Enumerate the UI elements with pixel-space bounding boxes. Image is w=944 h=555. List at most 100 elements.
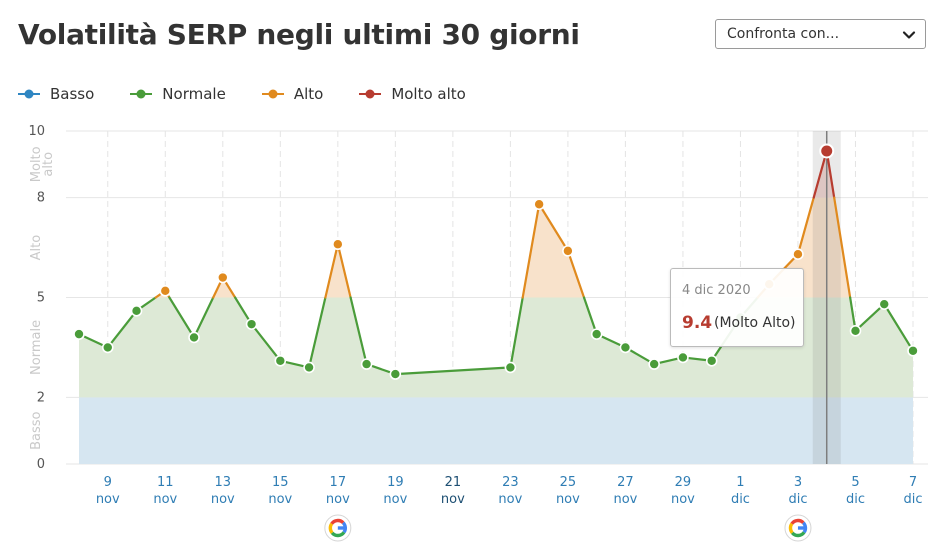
series-line-segment xyxy=(336,243,352,299)
tooltip-level: (Molto Alto) xyxy=(714,315,796,331)
x-tick-month: nov xyxy=(613,492,637,507)
series-line-segment xyxy=(883,303,915,352)
data-point xyxy=(590,328,603,340)
x-tick-day: 25 xyxy=(560,475,577,490)
data-point xyxy=(907,344,919,357)
x-tick-month: nov xyxy=(326,492,350,507)
y-tick-label: 10 xyxy=(28,124,45,139)
x-tick-month: nov xyxy=(153,492,177,507)
legend-label-molto-alto: Molto alto xyxy=(391,85,466,103)
legend-marker-basso xyxy=(18,89,40,99)
data-point xyxy=(792,248,804,261)
x-tick-month: dic xyxy=(731,492,750,507)
y-tick-label: 8 xyxy=(37,191,45,206)
x-tick-day: 7 xyxy=(909,475,917,490)
google-icon-arc xyxy=(330,531,346,538)
x-tick-day: 27 xyxy=(617,475,634,490)
legend-item-alto[interactable]: Alto xyxy=(261,85,324,103)
legend-item-normale[interactable]: Normale xyxy=(130,85,226,103)
series-line-segment xyxy=(192,296,215,339)
data-point xyxy=(819,143,835,159)
data-point xyxy=(73,328,85,340)
x-tick-day: 29 xyxy=(675,475,692,490)
x-tick-day: 9 xyxy=(104,475,112,490)
data-point xyxy=(849,324,862,337)
zone-label: Basso xyxy=(29,411,44,449)
legend-item-molto-alto[interactable]: Molto alto xyxy=(359,85,466,103)
google-icon-bar xyxy=(337,526,347,530)
data-point xyxy=(188,331,200,344)
data-point xyxy=(504,361,517,374)
series-line-segment xyxy=(825,149,836,199)
google-update-icon xyxy=(324,514,352,542)
x-tick-month: dic xyxy=(846,492,865,507)
data-point xyxy=(705,354,718,367)
series-line-segment xyxy=(538,203,569,252)
series-line-segment xyxy=(833,196,852,299)
legend-marker-molto-alto xyxy=(359,89,382,99)
series-line-segment xyxy=(394,366,512,376)
series-line-segment xyxy=(509,296,524,369)
data-point xyxy=(648,358,660,370)
series-line-segment xyxy=(168,296,196,339)
data-point xyxy=(332,238,344,251)
data-point xyxy=(389,368,402,380)
x-tick-day: 3 xyxy=(794,475,802,490)
x-tick-day: 19 xyxy=(387,475,404,490)
google-icon-arc xyxy=(790,531,806,538)
x-tick-month: nov xyxy=(268,492,292,507)
legend-label-normale: Normale xyxy=(162,85,226,103)
data-point xyxy=(677,351,689,364)
data-point xyxy=(303,361,315,374)
data-point xyxy=(533,198,545,211)
zone-label: Molto xyxy=(29,146,44,182)
page-title: Volatilità SERP negli ultimi 30 giorni xyxy=(18,18,580,51)
compare-dropdown[interactable]: Confronta con... xyxy=(715,19,926,49)
zone-fill-molto-alto xyxy=(79,150,913,198)
google-icon-bar xyxy=(797,526,807,530)
series-line-segment xyxy=(796,196,815,256)
x-tick-month: nov xyxy=(96,492,120,507)
x-tick-day: 5 xyxy=(851,475,859,490)
series-line-segment xyxy=(349,296,368,366)
data-point xyxy=(360,358,373,370)
legend-marker-normale xyxy=(130,89,153,99)
legend-dot xyxy=(136,89,146,99)
google-icon-arc xyxy=(790,518,805,525)
x-tick-month: dic xyxy=(903,492,922,507)
data-point xyxy=(159,285,172,297)
legend-dot xyxy=(24,89,34,99)
legend-label-basso: Basso xyxy=(50,85,95,103)
legend-label-alto: Alto xyxy=(293,85,324,103)
series-line-segment xyxy=(106,309,138,349)
zone-label: alto xyxy=(41,152,56,177)
data-point xyxy=(619,341,632,354)
y-tick-label: 2 xyxy=(37,390,45,405)
series-line-segment xyxy=(566,249,586,299)
google-update-icon xyxy=(784,514,812,542)
data-point xyxy=(245,318,258,330)
x-tick-month: nov xyxy=(556,492,580,507)
chart-tooltip: 4 dic 2020 9.4 (Molto Alto) xyxy=(670,268,804,347)
tooltip-value: 9.4 xyxy=(682,313,713,333)
data-point xyxy=(101,341,114,354)
google-icon-arc xyxy=(328,522,334,534)
chevron-down-icon xyxy=(902,31,916,39)
legend-item-basso[interactable]: Basso xyxy=(18,85,94,103)
data-point xyxy=(562,245,574,257)
series-line-segment xyxy=(582,296,598,336)
data-point xyxy=(216,271,229,284)
y-tick-label: 5 xyxy=(37,291,45,306)
data-point xyxy=(878,298,891,310)
series-line-segment xyxy=(854,303,886,332)
x-tick-month: nov xyxy=(671,492,695,507)
legend-marker-alto xyxy=(261,89,284,99)
zone-label: Alto xyxy=(29,235,44,261)
google-icon-arc xyxy=(330,518,345,525)
x-tick-month: nov xyxy=(211,492,235,507)
series-line-segment xyxy=(307,296,327,369)
x-tick-month: nov xyxy=(498,492,522,507)
x-tick-day: 23 xyxy=(502,475,519,490)
tooltip-date: 4 dic 2020 xyxy=(682,283,751,298)
